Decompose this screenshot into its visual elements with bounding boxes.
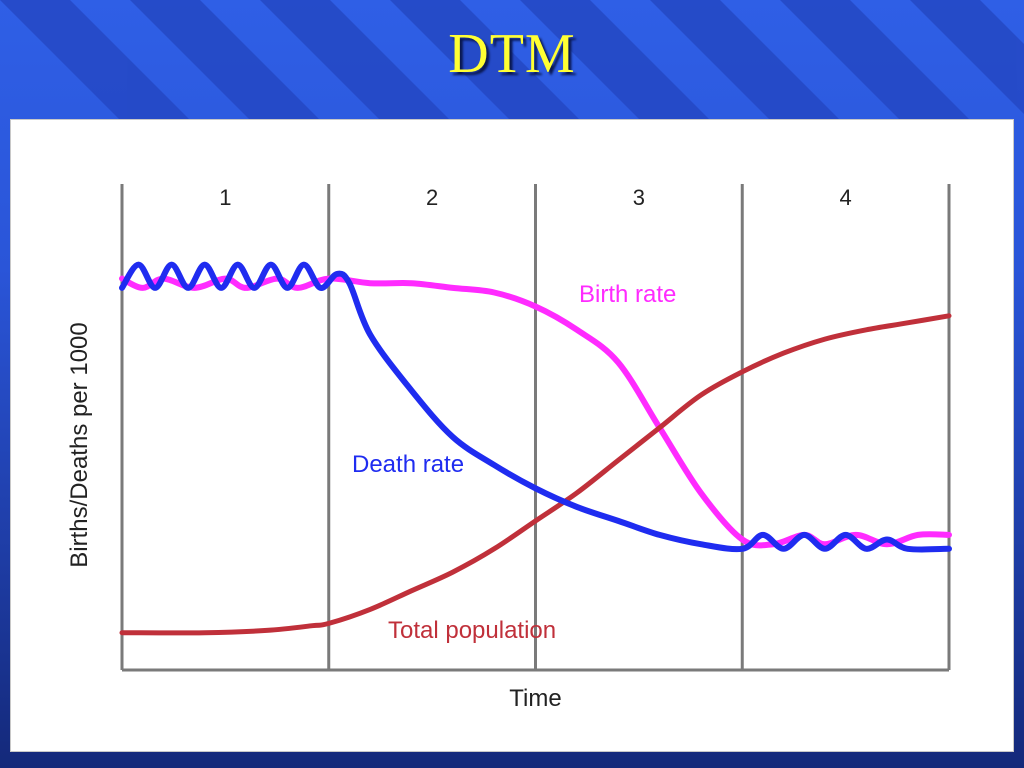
stage-label-1: 1 [219,185,231,210]
slide-title: DTM [448,23,576,85]
series-layer [119,261,952,636]
total-population-label: Total population [388,617,556,644]
chart-panel: 1 2 3 4 Time Births/Deaths per 1000 Birth r… [10,119,1014,752]
death-rate-label: Death rate [352,451,464,478]
stage-label-3: 3 [633,185,645,210]
stage-label-4: 4 [840,185,852,210]
birth-rate-label: Birth rate [579,281,676,308]
stage-dividers [120,184,951,670]
death-rate-line [119,261,952,553]
header-stripes [0,0,1024,120]
dtm-chart: 1 2 3 4 Time Births/Deaths per 1000 Birth r… [66,184,952,712]
stage-label-2: 2 [426,185,438,210]
x-axis-label: Time [509,685,561,712]
stage-labels: 1 2 3 4 [219,185,852,210]
total-population-line [119,313,952,636]
y-axis-label: Births/Deaths per 1000 [66,322,93,567]
